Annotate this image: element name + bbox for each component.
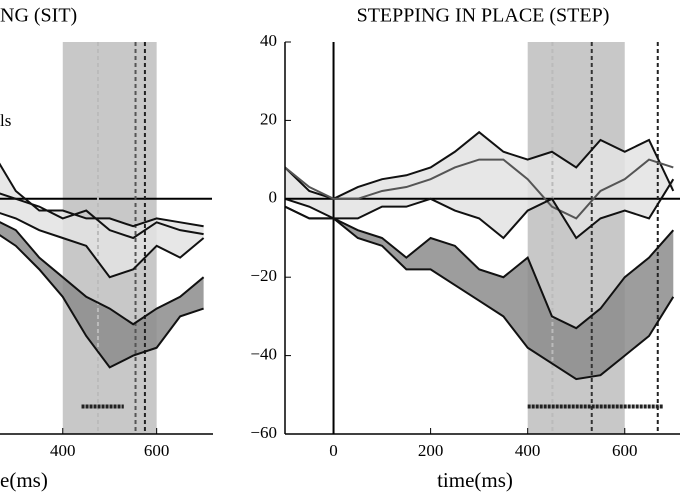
x-tick-label: 0 (329, 441, 338, 460)
panel-title: STEPPING IN PLACE (STEP) (357, 5, 610, 27)
x-tick-label: 200 (418, 441, 444, 460)
series-line (285, 158, 674, 220)
plot-area (285, 42, 680, 434)
y-tick-label: −60 (250, 423, 277, 442)
annotation: ls (0, 111, 11, 130)
series-line (0, 234, 204, 369)
series-line (0, 221, 205, 326)
y-tick-label: −20 (250, 266, 277, 285)
y-tick-label: 40 (260, 31, 277, 50)
series-line (0, 212, 205, 279)
x-tick-label: 400 (515, 441, 541, 460)
x-tick-label: 400 (50, 441, 76, 460)
band-fill (285, 132, 674, 238)
band-fill (0, 222, 204, 368)
panel-title: NG (SIT) (0, 5, 77, 27)
series-line (285, 205, 675, 330)
x-tick-label: 600 (612, 441, 638, 460)
x-axis-label: time(ms) (437, 468, 513, 492)
series-line (0, 192, 204, 240)
x-axis-label: e(ms) (0, 468, 48, 492)
plot-area (0, 42, 212, 434)
x-tick-label: 600 (144, 441, 170, 460)
series-line (285, 205, 675, 381)
y-tick-label: 20 (260, 109, 277, 128)
series-line (0, 162, 204, 228)
y-tick-label: 0 (269, 188, 278, 207)
series-line (285, 130, 675, 200)
series-line (285, 178, 675, 240)
y-tick-label: −40 (250, 345, 277, 364)
band-fill (285, 206, 674, 380)
